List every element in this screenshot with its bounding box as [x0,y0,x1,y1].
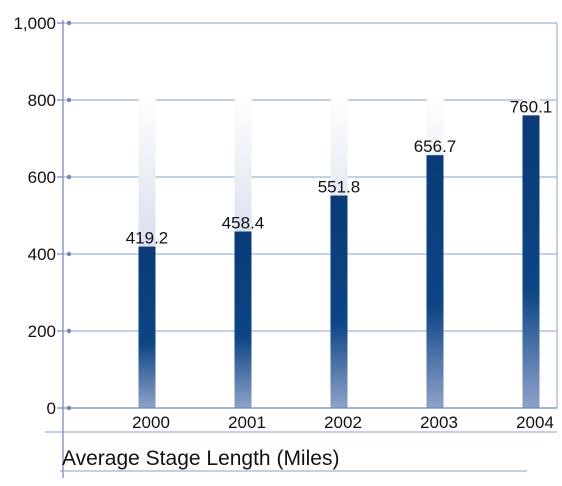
bar-2002 [330,195,348,408]
data-label-2002: 551.8 [318,178,361,197]
data-label-2003: 656.7 [414,137,457,156]
y-tick-label-4: 800 [28,91,56,110]
x-tick-labels: 2000 2001 2002 2003 2004 [132,413,554,432]
y-tick-dot-0 [66,405,72,411]
data-label-2000: 419.2 [126,229,169,248]
data-label-2001: 458.4 [222,214,265,233]
x-tick-label-2001: 2001 [228,413,266,432]
bar-2001 [234,231,252,408]
y-tick-label-5: 1,000 [13,14,56,33]
x-tick-label-2002: 2002 [324,413,362,432]
data-label-2004: 760.1 [510,97,553,116]
y-tick-dot-2 [66,251,72,257]
y-tick-dot-4 [66,97,72,103]
x-tick-label-2000: 2000 [132,413,170,432]
x-tick-label-2004: 2004 [516,413,554,432]
y-tick-dot-3 [66,174,72,180]
y-tick-label-1: 200 [28,322,56,341]
y-tick-dot-1 [66,328,72,334]
bars [138,115,540,408]
y-tick-label-2: 400 [28,245,56,264]
axes [57,20,557,478]
y-tick-labels: 0 200 400 600 800 1,000 [13,14,56,418]
data-labels: 419.2 458.4 551.8 656.7 760.1 [126,97,553,247]
bar-2003 [426,155,444,408]
y-tick-label-3: 600 [28,168,56,187]
y-tick-label-0: 0 [47,399,56,418]
gridlines [63,22,558,408]
x-tick-label-2003: 2003 [420,413,458,432]
chart-title: Average Stage Length (Miles) [62,447,339,470]
bar-2004 [522,115,540,408]
bar-2000 [138,246,156,408]
y-tick-dot-5 [66,20,72,26]
